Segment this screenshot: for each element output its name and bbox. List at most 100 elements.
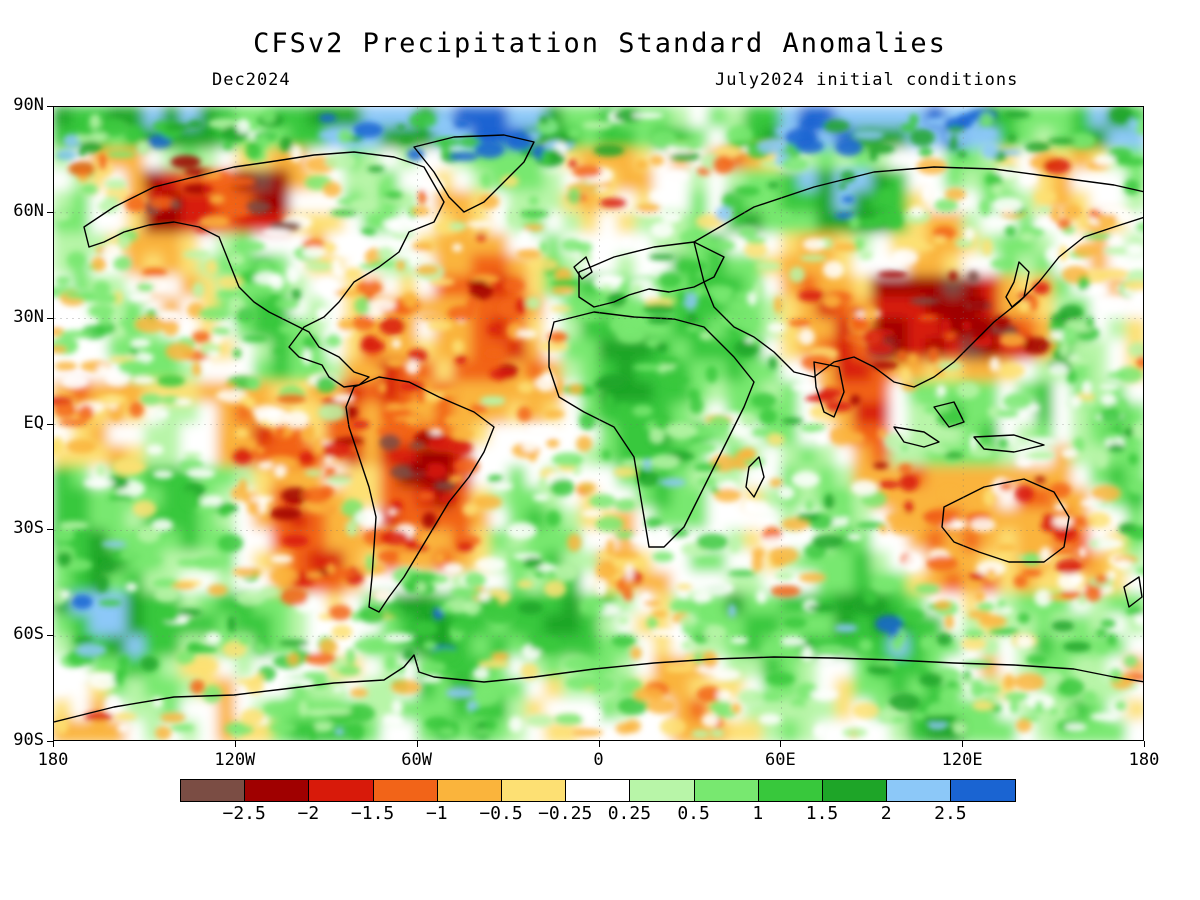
field-cell — [671, 190, 692, 214]
field-blob — [1016, 635, 1034, 649]
field-blob — [77, 149, 86, 157]
field-blob — [1002, 393, 1033, 410]
field-cell — [798, 211, 819, 235]
field-blob — [611, 635, 636, 647]
field-blob — [916, 158, 948, 175]
field-cell — [54, 698, 74, 722]
field-cell — [580, 317, 601, 341]
field-blob — [165, 342, 195, 361]
field-cell — [689, 107, 710, 130]
field-blob — [480, 172, 492, 188]
field-cell — [216, 656, 237, 680]
field-blob — [113, 669, 124, 686]
field-cell — [1034, 614, 1056, 638]
field-cell — [1071, 487, 1092, 511]
field-blob — [422, 512, 437, 529]
field-cell — [762, 592, 783, 616]
field-blob — [1069, 395, 1082, 408]
field-blob — [232, 447, 252, 464]
field-cell — [634, 381, 656, 405]
field-cell — [725, 614, 746, 638]
field-cell — [962, 465, 983, 489]
field-blob — [352, 315, 375, 331]
field-blob — [1042, 514, 1057, 522]
field-blob — [614, 498, 636, 512]
field-cell — [271, 614, 292, 638]
field-cell — [1034, 571, 1056, 595]
field-blob — [333, 393, 356, 403]
field-blob — [302, 347, 313, 366]
field-blob — [302, 246, 326, 259]
field-blob — [930, 445, 948, 454]
field-blob — [146, 444, 164, 455]
field-cell — [1071, 698, 1092, 722]
field-blob — [382, 713, 398, 726]
field-blob — [553, 564, 579, 582]
field-blob — [535, 570, 544, 578]
field-blob — [771, 558, 786, 567]
field-blob — [863, 590, 878, 605]
field-cell — [743, 719, 765, 740]
field-cell — [743, 360, 765, 384]
field-blob — [529, 636, 561, 651]
field-cell — [725, 254, 746, 278]
field-cell — [671, 338, 692, 362]
field-cell — [871, 550, 892, 574]
field-cell — [853, 677, 874, 701]
field-blob — [733, 339, 759, 357]
field-cell — [398, 275, 419, 299]
lon-label: 120W — [214, 750, 256, 770]
field-blob — [227, 615, 236, 633]
field-blob — [1062, 204, 1082, 220]
field-blob — [61, 373, 89, 389]
field-blob — [909, 297, 940, 305]
field-blob — [650, 221, 675, 239]
field-blob — [279, 136, 293, 152]
field-blob — [97, 364, 109, 373]
field-blob — [897, 238, 927, 246]
field-blob — [1003, 674, 1015, 690]
field-blob — [125, 582, 138, 592]
map-title: CFSv2 Precipitation Standard Anomalies — [253, 28, 947, 59]
field-cell — [543, 211, 565, 235]
field-cell — [216, 465, 237, 489]
field-cell — [853, 550, 874, 574]
colorbar-swatch — [437, 780, 502, 801]
field-blob — [217, 289, 239, 300]
field-blob — [390, 680, 422, 695]
field-cell — [980, 719, 1001, 740]
field-cell — [907, 529, 928, 553]
field-blob — [693, 591, 712, 603]
field-cell — [198, 423, 219, 447]
field-blob — [593, 144, 625, 157]
field-blob — [175, 398, 192, 406]
field-blob — [704, 582, 734, 595]
field-cell — [943, 254, 965, 278]
field-blob — [129, 347, 140, 357]
field-cell — [162, 550, 183, 574]
field-blob — [838, 182, 847, 190]
field-cell — [1053, 107, 1074, 130]
field-cell — [107, 635, 128, 659]
field-cell — [598, 211, 619, 235]
field-cell — [398, 592, 419, 616]
field-cell — [54, 233, 74, 257]
field-cell — [871, 719, 892, 740]
field-blob — [730, 637, 749, 644]
field-blob — [175, 650, 196, 665]
field-cell — [780, 233, 801, 257]
field-blob — [177, 608, 203, 617]
field-cell — [1089, 107, 1110, 130]
field-blob — [337, 236, 367, 249]
field-blob — [384, 191, 404, 200]
field-blob — [246, 200, 271, 214]
field-blob — [338, 665, 361, 676]
field-cell — [343, 211, 365, 235]
field-blob — [54, 402, 77, 418]
field-blob — [187, 119, 203, 129]
field-blob — [799, 423, 826, 433]
field-blob — [1058, 304, 1083, 320]
field-blob — [550, 286, 576, 295]
field-cell — [307, 107, 328, 130]
field-blob — [1013, 574, 1028, 588]
